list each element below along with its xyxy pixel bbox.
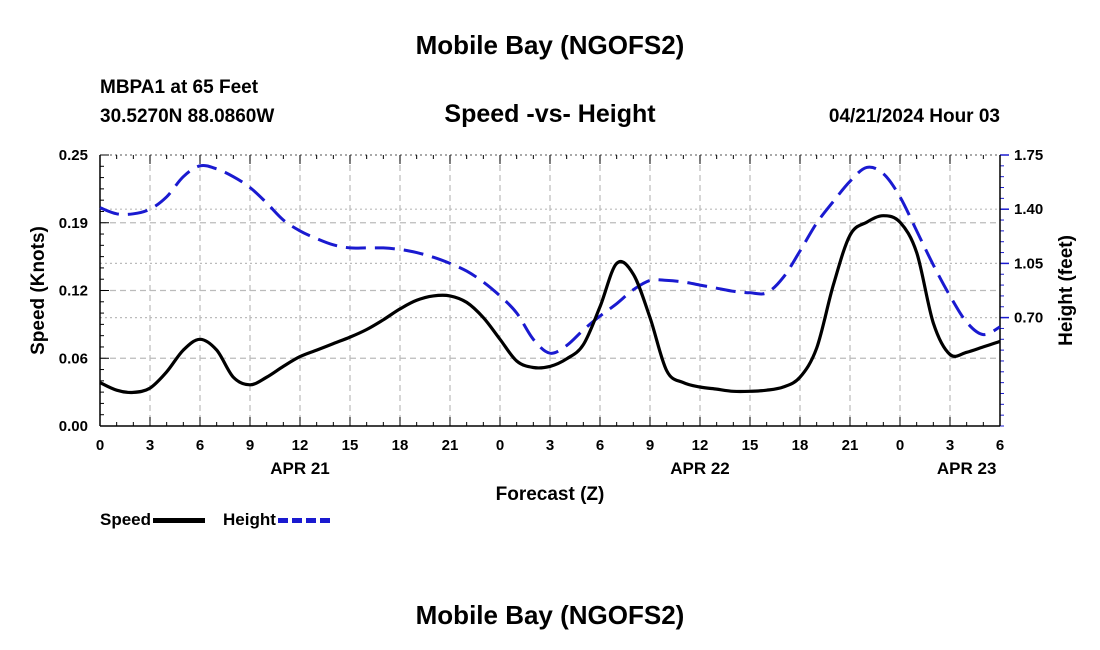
series-speed-line xyxy=(99,214,1001,395)
date-label: APR 22 xyxy=(670,459,730,478)
y2-tick-label: 1.40 xyxy=(1014,201,1043,218)
legend-speed-swatch xyxy=(153,517,206,523)
chart-title: Speed -vs- Height xyxy=(444,100,656,128)
x-tick-label: 6 xyxy=(196,437,204,454)
x-tick-label: 15 xyxy=(742,437,759,454)
legend-height-label: Height xyxy=(223,510,276,529)
x-tick-label: 18 xyxy=(392,437,409,454)
y-tick-label: 0.06 xyxy=(59,350,88,367)
forecast-timestamp: 04/21/2024 Hour 03 xyxy=(828,106,1000,127)
date-label: APR 23 xyxy=(937,459,997,478)
x-tick-label: 0 xyxy=(496,437,504,454)
coordinates-label: 30.5270N 88.0860W xyxy=(100,106,275,127)
x-tick-label: 9 xyxy=(646,437,654,454)
x-tick-label: 3 xyxy=(546,437,554,454)
x-tick-label: 3 xyxy=(146,437,154,454)
y2-tick-label: 0.70 xyxy=(1014,310,1043,327)
axes xyxy=(99,154,1009,427)
x-tick-label: 9 xyxy=(246,437,254,454)
station-label: MBPA1 at 65 Feet xyxy=(100,77,259,98)
x-axis-title: Forecast (Z) xyxy=(496,484,605,505)
legend-speed-label: Speed xyxy=(100,510,152,529)
legend-item-height: Height xyxy=(223,510,330,530)
speed-height-chart: 0 3 6 9 12 15 18 21 0 3 6 9 12 15 18 21 0 3 6 0.00 0.06 0.12 0… xyxy=(28,147,1077,505)
y2-tick-label: 1.75 xyxy=(1014,147,1043,164)
y-tick-label: 0.19 xyxy=(59,215,88,232)
axis-labels: 0 3 6 9 12 15 18 21 0 3 6 9 12 15 18 21 0 3 6 0.00 0.06 0.12 0… xyxy=(28,147,1077,505)
x-tick-label: 12 xyxy=(292,437,309,454)
y2-axis-title: Height (feet) xyxy=(1056,235,1077,346)
x-tick-label: 18 xyxy=(792,437,809,454)
x-tick-label: 3 xyxy=(946,437,954,454)
x-tick-label: 0 xyxy=(96,437,104,454)
series-layer xyxy=(99,163,1001,395)
legend: Speed Height xyxy=(100,510,348,530)
date-label: APR 21 xyxy=(270,459,330,478)
y-tick-label: 0.25 xyxy=(59,147,88,164)
y-tick-label: 0.00 xyxy=(59,418,88,435)
y-tick-label: 0.12 xyxy=(59,283,88,300)
series-height-line xyxy=(99,163,1001,355)
x-tick-label: 0 xyxy=(896,437,904,454)
y-axis-title: Speed (Knots) xyxy=(28,226,49,355)
page-title: Mobile Bay (NGOFS2) xyxy=(415,30,685,60)
x-tick-label: 12 xyxy=(692,437,709,454)
x-tick-label: 6 xyxy=(996,437,1004,454)
x-tick-label: 21 xyxy=(842,437,859,454)
footer-title: Mobile Bay (NGOFS2) xyxy=(415,600,685,630)
grid-lines xyxy=(100,154,1000,426)
y2-tick-label: 1.05 xyxy=(1014,255,1043,272)
x-tick-label: 6 xyxy=(596,437,604,454)
legend-height-swatch xyxy=(277,517,330,523)
legend-item-speed: Speed xyxy=(100,510,206,530)
x-tick-label: 15 xyxy=(342,437,359,454)
x-tick-label: 21 xyxy=(442,437,459,454)
